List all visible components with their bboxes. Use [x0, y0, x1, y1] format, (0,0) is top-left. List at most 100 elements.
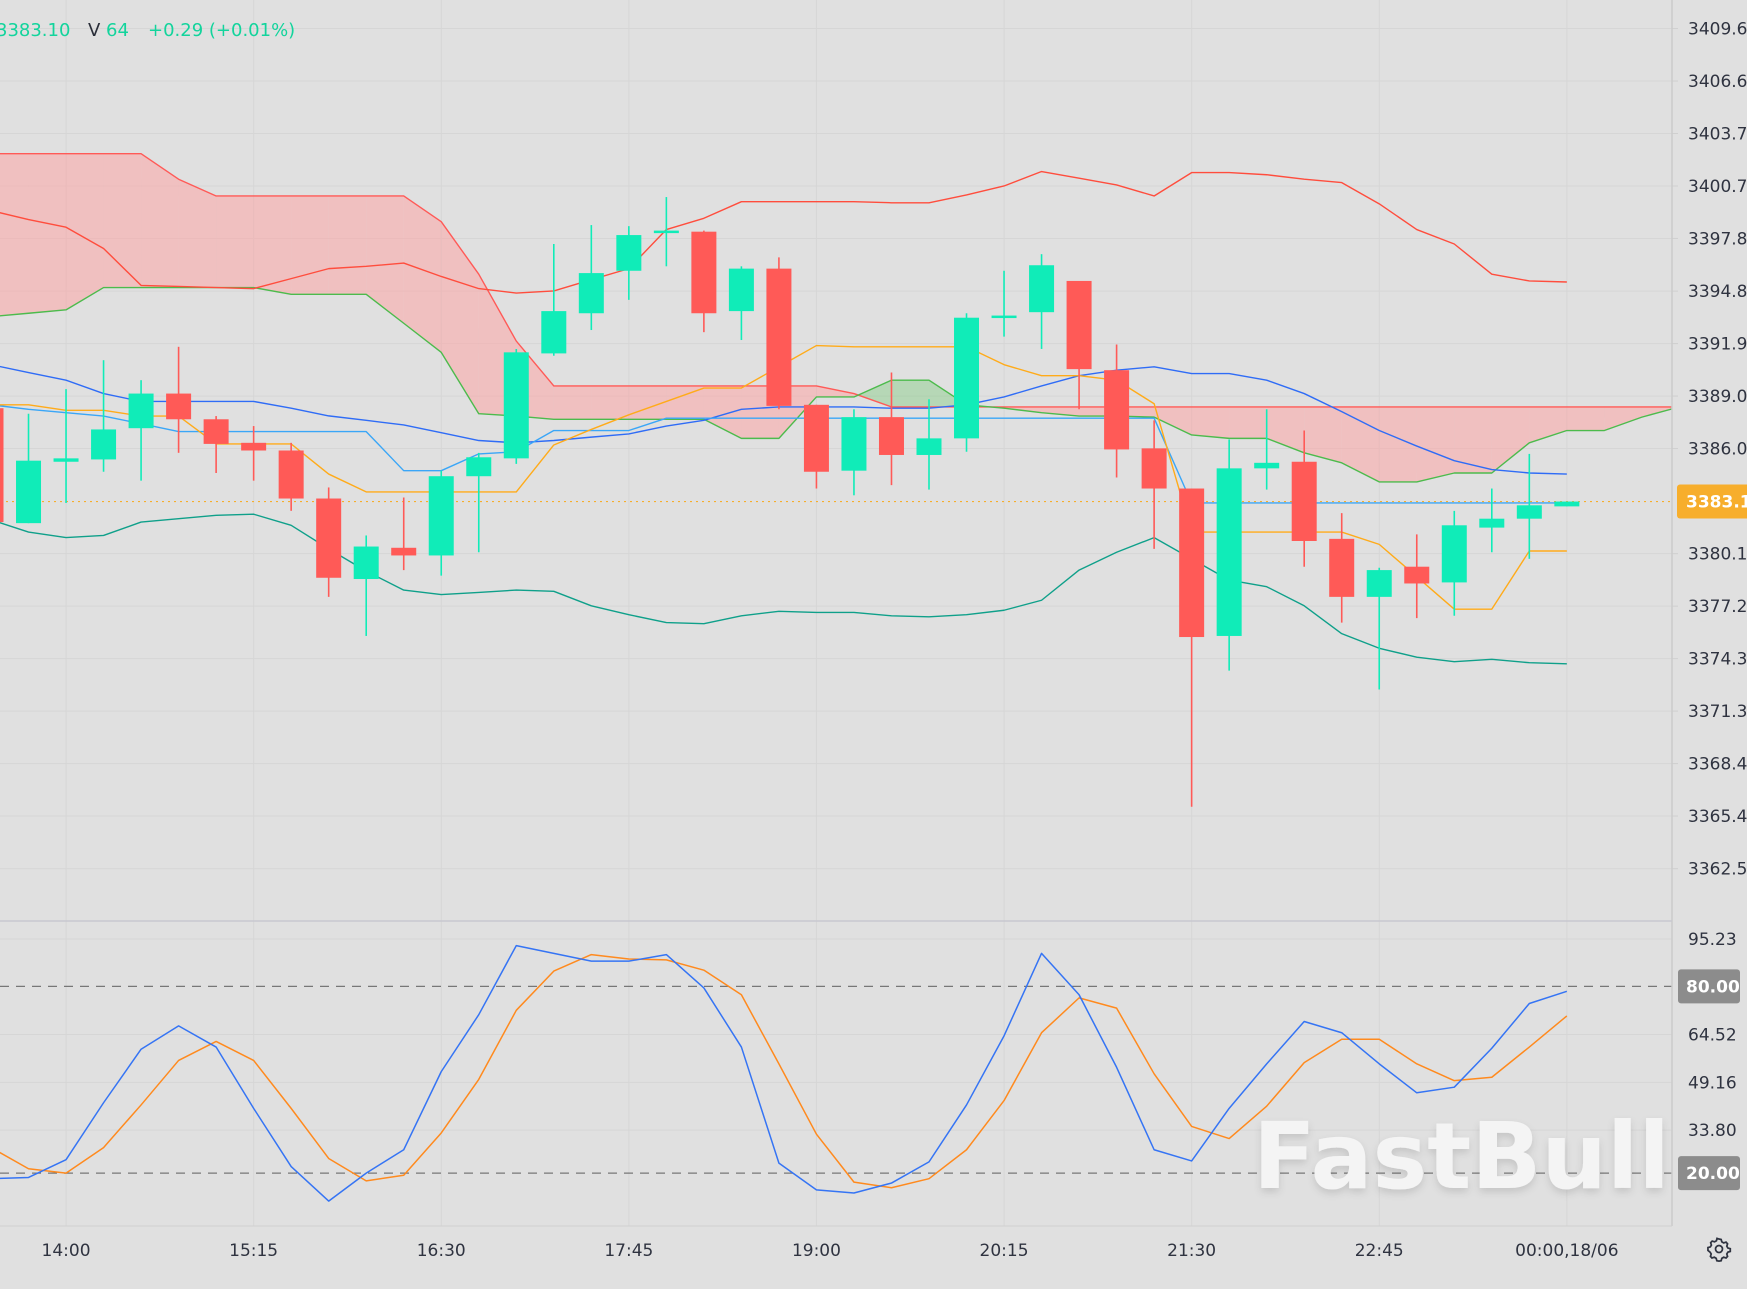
x-tick-label: 22:45 — [1355, 1241, 1404, 1261]
candle-bullish — [1516, 453, 1542, 559]
cloud-bearish-fill — [1229, 406, 1267, 439]
candle-bullish — [616, 226, 642, 300]
y-tick-label: 3368.42 — [1688, 755, 1747, 775]
cloud-bearish-fill — [441, 221, 479, 414]
candle-bullish — [428, 470, 454, 576]
candle-bearish — [391, 497, 417, 571]
cloud-bullish-fill — [858, 380, 892, 407]
candle-body — [1516, 505, 1542, 519]
y-tick-label: 3409.60 — [1688, 20, 1747, 40]
candle-body — [241, 442, 267, 451]
cloud-bearish-fill — [1341, 406, 1380, 482]
cloud-bearish-fill — [291, 195, 329, 295]
y-tick-label: 3365.48 — [1688, 807, 1747, 827]
stochastic-pane — [0, 944, 1672, 1202]
candle-body — [803, 404, 829, 472]
cloud-bearish-fill — [1154, 406, 1192, 435]
candle-body — [1029, 265, 1055, 313]
candle-body — [991, 315, 1017, 319]
x-tick-label: 15:15 — [229, 1241, 278, 1261]
stoch-k-line — [0, 944, 1568, 1202]
candle-body — [616, 235, 642, 271]
price-change: +0.29 (+0.01%) — [148, 20, 296, 41]
candle-bullish — [841, 409, 867, 496]
stoch-d-line — [0, 953, 1568, 1189]
candle-body — [278, 450, 304, 499]
cloud-bearish-fill — [816, 385, 854, 397]
gear-icon[interactable] — [1706, 1236, 1732, 1263]
candle-body — [954, 317, 980, 439]
x-tick-label: 16:30 — [417, 1241, 466, 1261]
stoch-level-label: 80.00 — [1686, 977, 1740, 997]
x-tick-label: 20:15 — [980, 1241, 1029, 1261]
candle-bullish — [353, 535, 379, 636]
candle-bullish — [503, 348, 529, 464]
candle-body — [53, 458, 79, 462]
y-tick-label: 3374.30 — [1688, 650, 1747, 670]
y-tick-label: 3397.84 — [1688, 229, 1747, 249]
candle-bullish — [466, 452, 492, 553]
candle-body — [0, 408, 4, 523]
candle-body — [841, 417, 867, 471]
candle-bullish — [1366, 567, 1392, 690]
bollinger-lower-line — [0, 513, 1567, 665]
cloud-bearish-fill — [553, 385, 592, 420]
candle-body — [166, 393, 192, 420]
stoch-level-badge — [1678, 1156, 1740, 1191]
candle-bearish — [1404, 534, 1430, 619]
ichimoku-span-a-line — [0, 286, 1672, 483]
candle-body — [353, 546, 379, 580]
watermark-logo: FastBull — [1253, 1103, 1670, 1210]
y-tick-label: 3386.07 — [1688, 440, 1747, 460]
candle-bullish — [16, 413, 42, 524]
y-tick-label: 3406.66 — [1688, 72, 1747, 92]
candle-bullish — [653, 197, 679, 267]
candle-bearish — [241, 426, 267, 481]
candle-body — [1554, 501, 1580, 507]
candle-body — [203, 419, 229, 444]
candle-body — [766, 268, 792, 406]
volume-label: V — [88, 20, 101, 41]
candle-body — [1254, 462, 1280, 469]
cloud-bearish-fill — [66, 153, 104, 310]
candle-body — [1441, 525, 1467, 583]
axes: 3409.60 3406.66 3403.72 3400.78 3397.84 3394.… — [0, 0, 1747, 1261]
stoch-level-badge — [1678, 969, 1740, 1004]
candle-body — [1104, 370, 1130, 450]
candle-body — [1216, 468, 1242, 636]
candle-body — [653, 230, 679, 234]
cloud-bearish-fill — [1491, 406, 1530, 473]
volume-value: 64 — [106, 20, 129, 41]
candle-bullish — [578, 225, 604, 331]
y-tick-label: 3403.72 — [1688, 125, 1747, 145]
candle-bearish — [1141, 420, 1167, 549]
close-price: 3383.10 — [0, 20, 71, 41]
cloud-bearish-fill — [1566, 406, 1605, 431]
candle-bullish — [1479, 488, 1505, 553]
y-tick-label: 3391.95 — [1688, 335, 1747, 355]
candle-body — [878, 417, 904, 455]
x-tick-label: 21:30 — [1167, 1241, 1216, 1261]
stoch-level-label: 20.00 — [1686, 1164, 1740, 1184]
y-tick-label: 3400.78 — [1688, 177, 1747, 197]
current-price-label: 3383.10 — [1686, 493, 1747, 513]
x-tick-label: 19:00 — [792, 1241, 841, 1261]
ichimoku-span-b-line — [0, 152, 1672, 408]
candle-bullish — [954, 313, 980, 452]
candle-body — [1366, 570, 1392, 597]
cloud-bearish-fill — [666, 385, 704, 420]
x-tick-label: 17:45 — [604, 1241, 653, 1261]
cloud-bearish-fill — [1041, 406, 1080, 417]
y-tick-label: 3394.89 — [1688, 282, 1747, 302]
osc-y-tick-label: 95.23 — [1688, 930, 1737, 950]
cloud-bearish-fill — [178, 179, 217, 288]
y-tick-label: 3371.36 — [1688, 702, 1747, 722]
cloud-bearish-fill — [1416, 406, 1455, 482]
candle-bearish — [1329, 513, 1355, 623]
cloud-bearish-fill — [1304, 406, 1342, 463]
candle-bullish — [1029, 254, 1055, 349]
candle-bearish — [278, 442, 304, 511]
candle-bearish — [766, 257, 792, 410]
cloud-bearish-fill — [141, 153, 179, 288]
